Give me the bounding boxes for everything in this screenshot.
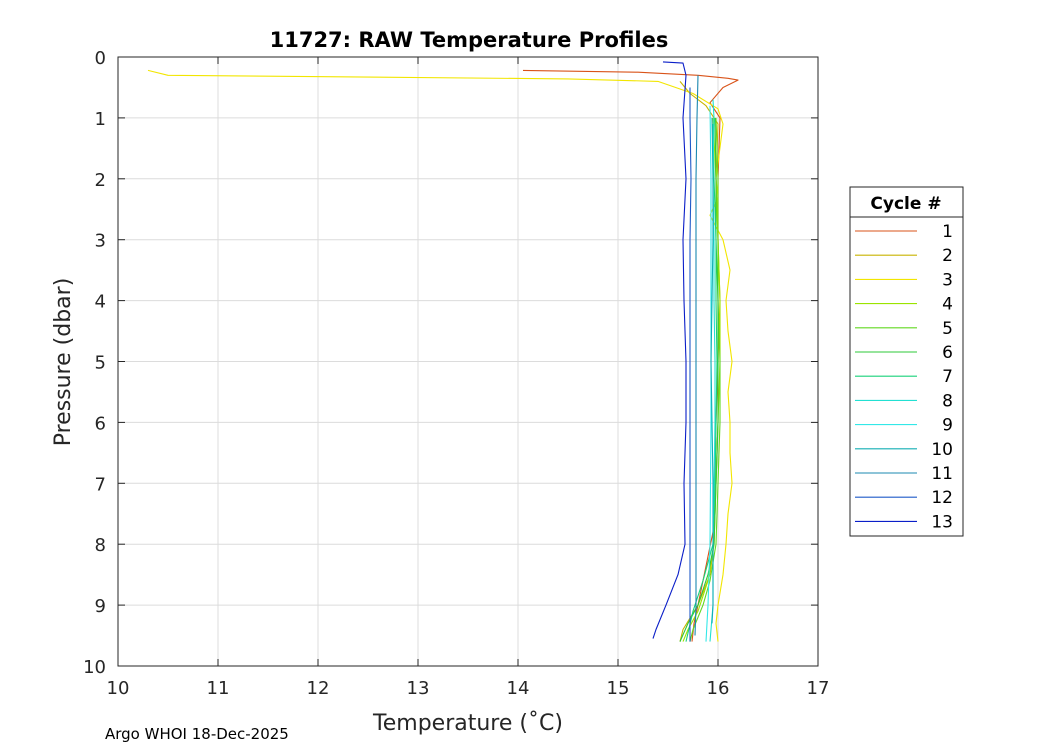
y-axis-label: Pressure (dbar) [51, 278, 76, 447]
series-line-cycle-3 [147, 69, 733, 642]
legend-box [849, 186, 964, 537]
x-axis-label: Temperature (˚C) [372, 711, 563, 736]
x-tick-label: 14 [507, 678, 530, 699]
y-tick-label: 9 [95, 596, 106, 617]
legend-label: 8 [942, 391, 953, 411]
legend-label: 10 [931, 440, 953, 460]
y-tick-label: 10 [83, 657, 106, 678]
legend-label: 9 [942, 416, 953, 436]
y-tick-label: 0 [95, 48, 106, 69]
legend-label: 13 [931, 512, 953, 532]
y-tick-label: 8 [95, 535, 106, 556]
x-tick-label: 12 [307, 678, 330, 699]
y-tick-label: 7 [95, 474, 106, 495]
y-tick-label: 3 [95, 231, 106, 252]
x-tick-label: 11 [207, 678, 230, 699]
series-line-cycle-5 [689, 117, 721, 642]
legend-label: 3 [942, 270, 953, 290]
grid-lines [118, 57, 818, 666]
legend-label: 5 [942, 319, 953, 339]
legend-label: 12 [931, 488, 953, 508]
legend-title: Cycle # [870, 194, 941, 214]
series-line-cycle-13 [652, 61, 687, 639]
series-line-cycle-9 [705, 105, 712, 642]
series-line-cycle-12 [689, 87, 692, 642]
y-tick-label: 5 [95, 353, 106, 374]
legend-label: 1 [942, 222, 953, 242]
x-tick-label: 10 [107, 678, 130, 699]
legend-label: 6 [942, 343, 953, 363]
chart-title: 11727: RAW Temperature Profiles [270, 28, 669, 52]
footer-credit: Argo WHOI 18-Dec-2025 [105, 725, 289, 743]
legend-label: 4 [942, 295, 953, 315]
y-tick-label: 2 [95, 170, 106, 191]
series-line-cycle-10 [710, 117, 714, 624]
legend-label: 11 [931, 464, 953, 484]
series-line-cycle-7 [685, 123, 718, 642]
legend-label: 2 [942, 246, 953, 266]
series-layer [147, 61, 739, 642]
x-tick-label: 13 [407, 678, 430, 699]
y-tick-label: 4 [95, 292, 106, 313]
x-tick-label: 17 [807, 678, 830, 699]
x-tick-label: 16 [707, 678, 730, 699]
y-tick-label: 6 [95, 413, 106, 434]
legend-label: 7 [942, 367, 953, 387]
x-tick-label: 15 [607, 678, 630, 699]
series-line-cycle-11 [694, 75, 699, 636]
y-tick-label: 1 [95, 109, 106, 130]
